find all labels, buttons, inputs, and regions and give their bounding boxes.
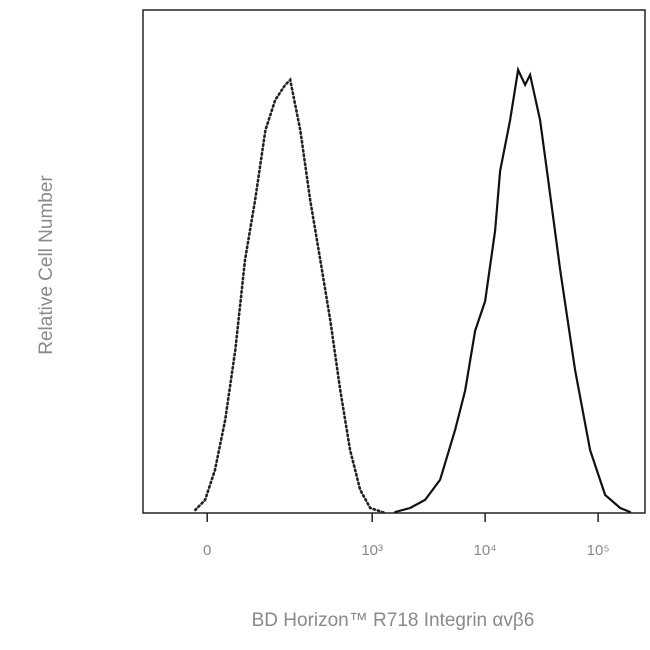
histogram-line: [394, 66, 632, 514]
x-tick-label: 0: [203, 542, 211, 559]
x-tick-label: 10⁴: [474, 542, 497, 559]
y-axis-label: Relative Cell Number: [36, 175, 57, 355]
histogram-line: [194, 77, 387, 515]
plot-frame: [142, 9, 646, 514]
x-tick-label: 10⁵: [587, 542, 610, 559]
x-axis-label: BD Horizon™ R718 Integrin αvβ6: [252, 610, 535, 631]
x-tick-label: 10³: [361, 542, 383, 559]
